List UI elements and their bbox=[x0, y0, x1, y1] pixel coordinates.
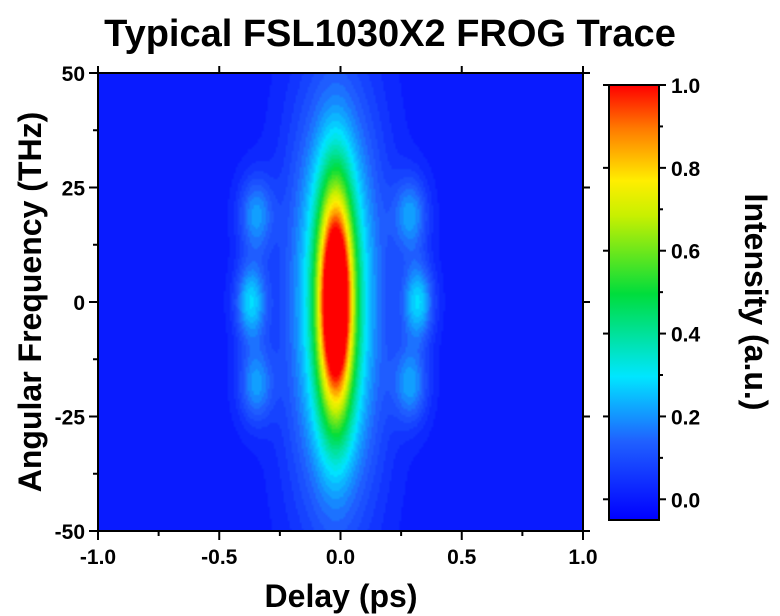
colorbar-tick-label: 1.0 bbox=[671, 75, 700, 98]
heatmap-image bbox=[98, 73, 583, 531]
y-axis-label: Angular Frequency (THz) bbox=[12, 112, 48, 492]
heatmap-area bbox=[98, 73, 583, 531]
colorbar-tick-label: 0.2 bbox=[671, 406, 700, 429]
x-tick-label: 0.5 bbox=[447, 546, 477, 569]
x-axis-ticks: -1.0 -0.5 0.0 0.5 1.0 bbox=[80, 66, 598, 569]
x-tick-label: -0.5 bbox=[201, 546, 238, 569]
y-tick-label: 25 bbox=[62, 178, 86, 201]
colorbar-label: Intensity (a.u.) bbox=[738, 194, 774, 411]
x-tick-label: 0.0 bbox=[326, 546, 355, 569]
chart-title: Typical FSL1030X2 FROG Trace bbox=[104, 13, 676, 55]
x-tick-label: -1.0 bbox=[80, 546, 116, 569]
y-axis-ticks: -50 -25 0 25 50 bbox=[55, 63, 590, 544]
colorbar-tick-label: 0.4 bbox=[671, 324, 701, 347]
colorbar bbox=[608, 84, 660, 521]
x-tick-label: 1.0 bbox=[568, 546, 597, 569]
colorbar-tick-label: 0.8 bbox=[671, 158, 701, 181]
y-tick-label: -25 bbox=[55, 407, 86, 430]
colorbar-ticks: 0.0 0.2 0.4 0.6 0.8 1.0 bbox=[603, 75, 701, 512]
colorbar-tick-label: 0.0 bbox=[671, 489, 700, 512]
y-tick-label: -50 bbox=[55, 521, 85, 544]
colorbar-tick-label: 0.6 bbox=[671, 241, 700, 264]
x-axis-label: Delay (ps) bbox=[265, 578, 418, 614]
y-tick-label: 50 bbox=[62, 63, 85, 86]
y-tick-label: 0 bbox=[73, 292, 85, 315]
